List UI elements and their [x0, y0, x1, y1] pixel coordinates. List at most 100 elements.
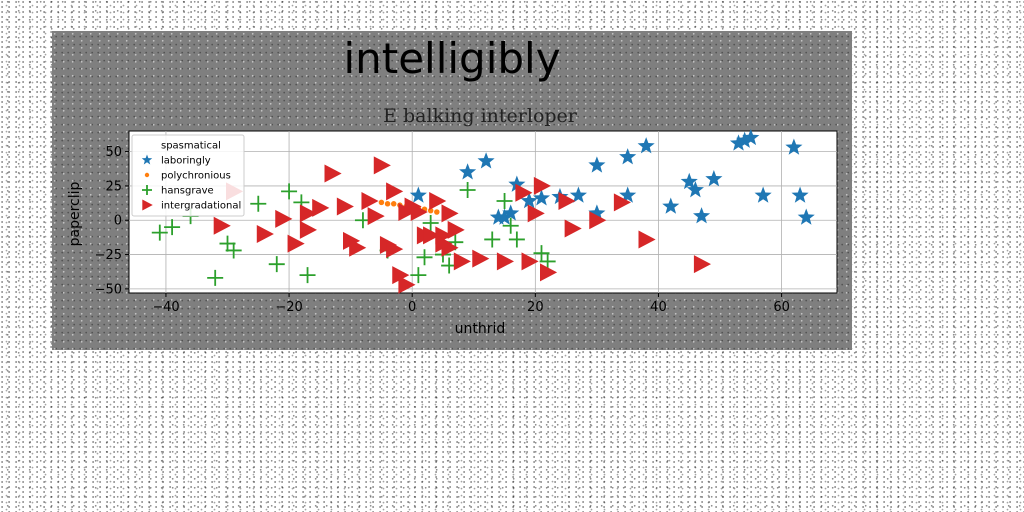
- laboringly-point: [459, 163, 477, 180]
- intergradational-point: [496, 252, 514, 271]
- figure: intelligibly E balking interloper −40 −20…: [52, 31, 852, 350]
- data-points: [151, 128, 815, 294]
- hansgrave-point: [416, 249, 433, 266]
- intergradational-point: [589, 211, 607, 230]
- intergradational-point: [533, 176, 551, 195]
- intergradational-point: [386, 182, 404, 201]
- y-tick-label: 50: [105, 145, 122, 160]
- hansgrave-point: [151, 224, 168, 241]
- legend-label: hansgrave: [161, 186, 214, 197]
- laboringly-point: [680, 172, 698, 190]
- x-tick-label: 20: [527, 300, 544, 315]
- intergradational-point: [324, 164, 342, 183]
- intergradational-point: [373, 156, 391, 175]
- intergradational-point: [472, 249, 490, 268]
- polychronious-point: [390, 201, 397, 207]
- legend-label: polychronious: [161, 171, 231, 182]
- polychronious-point: [384, 201, 391, 207]
- laboringly-point: [729, 134, 748, 151]
- hansgrave-point: [268, 256, 285, 273]
- intergradational-point: [299, 204, 317, 223]
- hansgrave-point: [299, 267, 316, 284]
- x-tick-label: −20: [275, 300, 302, 315]
- intergradational-point: [447, 220, 465, 239]
- laboringly-point: [619, 186, 637, 203]
- intergradational-point: [441, 238, 459, 257]
- intergradational-point: [392, 266, 410, 285]
- laboringly-point: [588, 204, 606, 221]
- intergradational-point: [410, 203, 428, 221]
- hansgrave-point: [281, 183, 298, 200]
- x-axis: −40 −20 0 20 40 60: [152, 293, 790, 315]
- scatter-chart: E balking interloper −40 −20 0 20 40 60 −50 −2…: [67, 105, 838, 337]
- y-axis-label: paperclip: [67, 182, 83, 247]
- laboringly-point: [508, 175, 526, 192]
- y-tick-label: −25: [95, 248, 122, 263]
- intergradational-point: [429, 192, 447, 211]
- legend-label: intergradational: [161, 201, 241, 212]
- intergradational-point: [398, 275, 416, 294]
- intergradational-point: [613, 193, 631, 212]
- hansgrave-point: [164, 219, 181, 236]
- legend-box: [131, 134, 245, 217]
- laboringly-point: [495, 208, 514, 225]
- laboringly-point: [693, 207, 711, 224]
- intergradational-point: [453, 252, 471, 271]
- laboringly-point: [791, 186, 809, 203]
- intergradational-point: [423, 226, 441, 245]
- laboringly-point: [489, 208, 507, 225]
- laboringly-point: [742, 128, 760, 146]
- laboringly-point: [532, 189, 551, 206]
- intergradational-point: [564, 219, 582, 238]
- x-axis-label: unthrid: [455, 321, 506, 337]
- intergradational-point: [515, 183, 533, 202]
- laboringly-point: [520, 192, 538, 209]
- laboringly-point: [409, 186, 427, 203]
- intergradational-point: [441, 204, 459, 223]
- intergradational-point: [287, 234, 305, 253]
- intergradational-point: [361, 192, 379, 211]
- y-tick-label: 0: [114, 214, 122, 229]
- hansgrave-point: [533, 245, 550, 262]
- x-tick-label: −40: [152, 300, 179, 315]
- laboringly-point: [477, 152, 495, 169]
- hansgrave-point: [250, 195, 267, 212]
- legend: spasmatical laboringly polychronious hansgr…: [131, 134, 245, 217]
- axes-title: E balking interloper: [383, 105, 578, 127]
- y-axis: −50 −25 0 25 50: [95, 145, 129, 297]
- y-tick-label: −50: [95, 282, 122, 297]
- intergradational-point: [336, 197, 354, 216]
- intergradational-point: [638, 230, 656, 249]
- x-tick-label: 40: [650, 300, 667, 315]
- intergradational-point: [386, 240, 404, 259]
- intergradational-point: [299, 220, 317, 239]
- intergradational-point: [367, 207, 385, 226]
- figure-suptitle: intelligibly: [343, 34, 561, 83]
- hansgrave-point: [502, 217, 519, 234]
- legend-marker-hansgrave: [142, 185, 152, 195]
- laboringly-point: [569, 186, 587, 203]
- x-tick-label: 0: [408, 300, 416, 315]
- laboringly-point: [662, 197, 680, 214]
- intergradational-point: [256, 224, 274, 243]
- plot-area: [128, 130, 838, 294]
- intergradational-point: [527, 204, 545, 223]
- hansgrave-point: [484, 231, 501, 248]
- laboringly-point: [736, 131, 754, 148]
- legend-marker-laboringly: [141, 154, 153, 165]
- intergradational-point: [275, 209, 293, 228]
- grid: [129, 131, 837, 293]
- laboringly-point: [785, 138, 803, 155]
- hansgrave-point: [508, 231, 525, 248]
- laboringly-point: [705, 170, 723, 187]
- hansgrave-point: [207, 269, 224, 286]
- hansgrave-point: [459, 182, 476, 199]
- intergradational-point: [693, 255, 712, 274]
- laboringly-point: [754, 186, 772, 203]
- laboringly-point: [619, 148, 637, 165]
- legend-marker-polychronious: [144, 172, 150, 178]
- hansgrave-point: [496, 193, 513, 210]
- intergradational-point: [558, 192, 576, 211]
- laboringly-point: [637, 137, 655, 154]
- legend-marker-intergradational: [142, 199, 153, 211]
